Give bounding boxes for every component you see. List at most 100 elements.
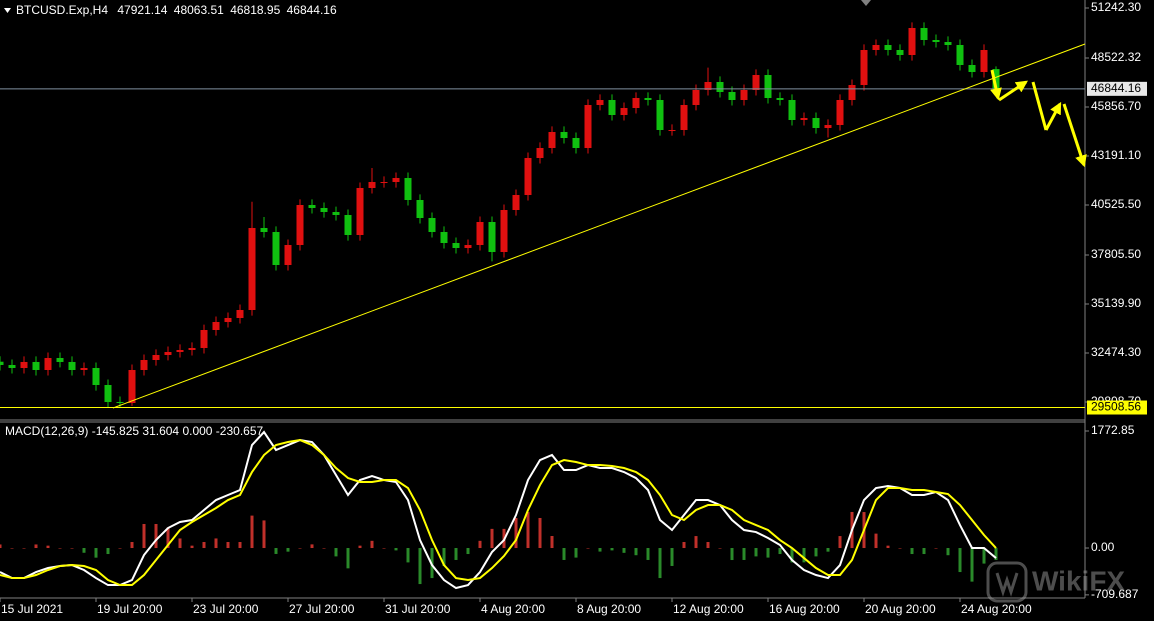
candle-body bbox=[104, 385, 112, 403]
histogram-bar bbox=[22, 548, 26, 549]
candle-body bbox=[92, 367, 100, 385]
candle-body bbox=[404, 177, 412, 200]
close: 46844.16 bbox=[287, 3, 337, 17]
indicator-title: MACD(12,26,9) -145.825 31.604 0.000 -230… bbox=[5, 424, 264, 438]
histogram-bar bbox=[730, 548, 734, 561]
histogram-bar bbox=[178, 538, 182, 549]
histogram-bar bbox=[742, 548, 746, 560]
histogram-bar bbox=[118, 548, 122, 549]
candle-body bbox=[812, 117, 820, 128]
candle-body bbox=[500, 210, 508, 253]
candle-body bbox=[704, 82, 712, 90]
histogram-bar bbox=[454, 548, 458, 560]
candle-body bbox=[596, 100, 604, 105]
candle-body bbox=[116, 402, 124, 404]
histogram-bar bbox=[130, 542, 134, 549]
histogram-bar bbox=[994, 548, 998, 561]
histogram-bar bbox=[34, 544, 38, 549]
x-tick-label: 23 Jul 20:00 bbox=[193, 602, 259, 616]
candle-body bbox=[44, 357, 52, 370]
watermark-logo-mark bbox=[995, 572, 1019, 597]
histogram-bar bbox=[682, 542, 686, 549]
x-tick-label: 15 Jul 2021 bbox=[1, 602, 63, 616]
histogram-bar bbox=[550, 536, 554, 549]
histogram-bar bbox=[970, 548, 974, 582]
candle-body bbox=[224, 317, 232, 323]
candle-body bbox=[728, 92, 736, 100]
histogram-bar bbox=[766, 548, 770, 558]
histogram-bar bbox=[586, 548, 590, 549]
x-tick-label: 31 Jul 20:00 bbox=[385, 602, 451, 616]
histogram-bar bbox=[10, 548, 14, 549]
candle-body bbox=[620, 107, 628, 115]
candle-body bbox=[512, 195, 520, 210]
candle-body bbox=[920, 27, 928, 40]
histogram-bar bbox=[790, 548, 794, 563]
histogram-bar bbox=[658, 548, 662, 579]
candle-body bbox=[272, 232, 280, 265]
drawings bbox=[112, 43, 1087, 409]
histogram-bar bbox=[226, 542, 230, 549]
candle-body bbox=[560, 132, 568, 138]
histogram-bar bbox=[58, 548, 62, 549]
macd-line bbox=[0, 438, 997, 587]
candle-body bbox=[968, 65, 976, 73]
histogram-bar bbox=[82, 548, 86, 553]
menu-triangle bbox=[4, 8, 11, 13]
histogram-bar bbox=[946, 548, 950, 556]
histogram-bar bbox=[274, 548, 278, 554]
candle-body bbox=[356, 187, 364, 235]
histogram-bar bbox=[838, 536, 842, 549]
candle-body bbox=[56, 357, 64, 362]
histogram-bar bbox=[694, 536, 698, 549]
histogram-bar bbox=[814, 548, 818, 557]
histogram-bar bbox=[634, 548, 638, 556]
y-tick-label: 1772.85 bbox=[1091, 423, 1135, 437]
candle-body bbox=[944, 42, 952, 45]
candle-body bbox=[656, 100, 664, 130]
candle-body bbox=[776, 97, 784, 100]
x-tick-label: 19 Jul 20:00 bbox=[97, 602, 163, 616]
histogram-bar bbox=[106, 548, 110, 555]
histogram-bar bbox=[346, 548, 350, 569]
candle-body bbox=[548, 132, 556, 148]
candle-body bbox=[908, 27, 916, 55]
candle-body bbox=[788, 100, 796, 120]
histogram-bar bbox=[670, 548, 674, 566]
candle-body bbox=[80, 367, 88, 370]
candle-body bbox=[236, 310, 244, 318]
candle-body bbox=[740, 90, 748, 100]
histogram-bar bbox=[478, 540, 482, 549]
histogram-bar bbox=[718, 548, 722, 549]
histogram-bar bbox=[238, 542, 242, 549]
histogram-bar bbox=[898, 548, 902, 549]
histogram-bar bbox=[442, 548, 446, 566]
x-tick-label: 16 Aug 20:00 bbox=[769, 602, 840, 616]
open: 47921.14 bbox=[117, 3, 167, 17]
candle-body bbox=[872, 45, 880, 50]
candle-body bbox=[524, 157, 532, 195]
candle-body bbox=[800, 117, 808, 120]
candle-body bbox=[212, 322, 220, 330]
histogram-bar bbox=[958, 548, 962, 573]
hline-label-box bbox=[1087, 400, 1147, 415]
candle-body bbox=[980, 50, 988, 73]
histogram-bar bbox=[286, 548, 290, 552]
marker-triangle bbox=[861, 0, 871, 6]
candle-body bbox=[932, 40, 940, 43]
watermark: WikiFX bbox=[986, 561, 1125, 603]
histogram-bar bbox=[490, 528, 494, 549]
histogram-bar bbox=[598, 548, 602, 552]
histogram-bar bbox=[322, 548, 326, 549]
y-tick-label: 51242.30 bbox=[1091, 0, 1141, 14]
candle-body bbox=[0, 361, 4, 365]
candle-body bbox=[8, 365, 16, 368]
histogram-bar bbox=[418, 548, 422, 585]
x-tick-label: 27 Jul 20:00 bbox=[289, 602, 355, 616]
candle-body bbox=[428, 217, 436, 233]
candle-body bbox=[632, 97, 640, 108]
histogram-bar bbox=[166, 527, 170, 549]
candle-body bbox=[284, 245, 292, 265]
price-label: 46844.16 bbox=[1091, 81, 1141, 95]
